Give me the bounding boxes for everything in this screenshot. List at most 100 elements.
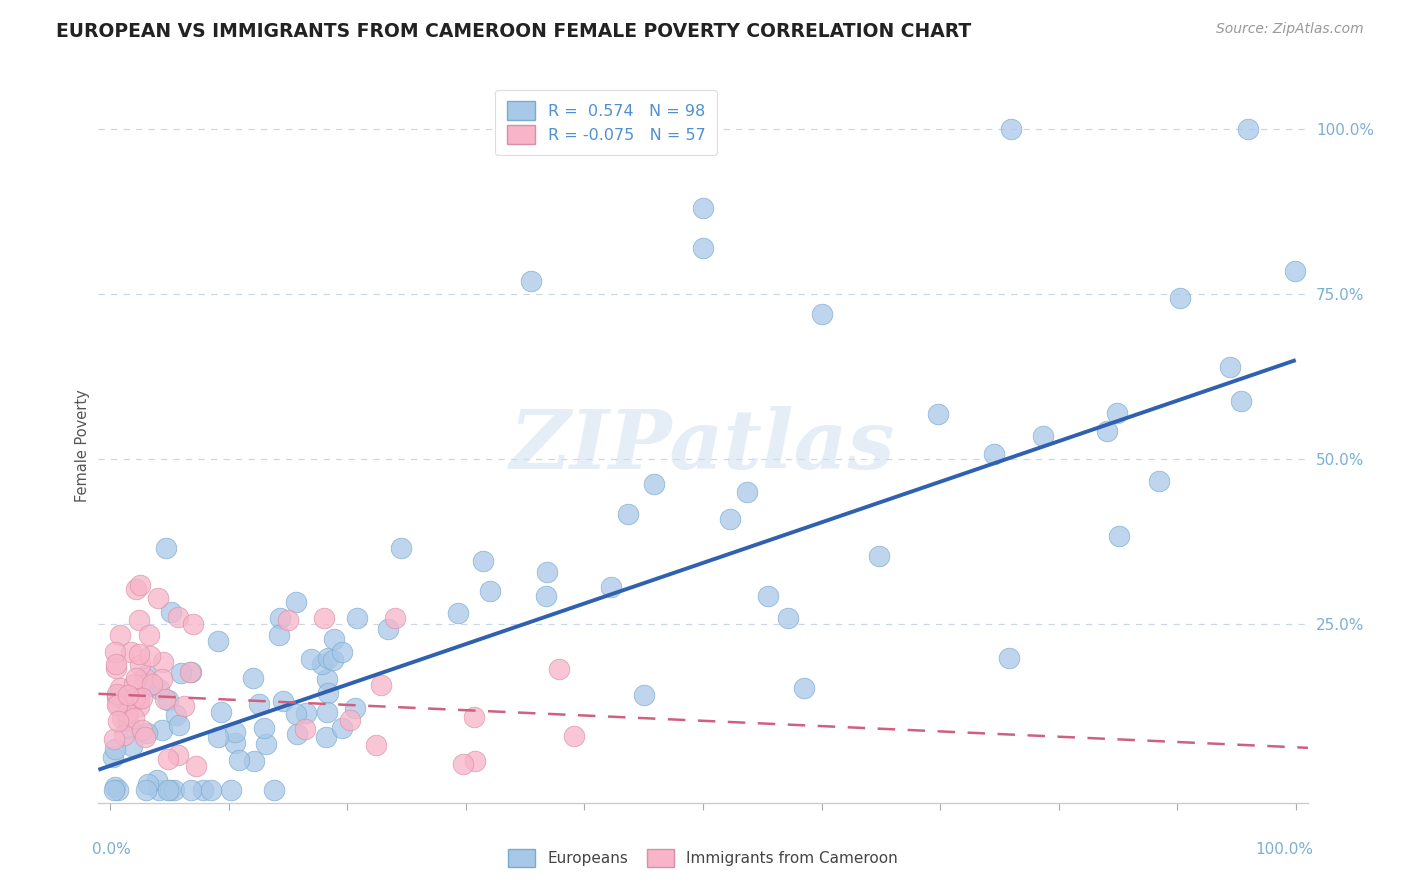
Point (1237, 121, 1260, 136)
Point (243, 754, 266, 768)
Point (927, 407, 949, 421)
Point (170, 665, 193, 680)
Point (121, 739, 143, 753)
Point (134, 671, 156, 685)
Point (163, 782, 186, 797)
Point (548, 662, 571, 676)
Point (463, 710, 485, 724)
Point (122, 710, 145, 724)
Point (464, 754, 486, 768)
Point (692, 241, 714, 255)
Point (617, 507, 640, 521)
Point (103, 782, 125, 797)
Point (180, 665, 202, 680)
Point (285, 727, 308, 741)
Point (389, 541, 412, 556)
Point (366, 738, 388, 752)
Point (1168, 291, 1191, 305)
Point (135, 782, 157, 797)
Point (167, 718, 190, 732)
Point (134, 730, 156, 744)
Point (322, 652, 344, 666)
Point (1219, 359, 1241, 374)
Point (146, 773, 169, 788)
Point (105, 698, 128, 712)
Point (316, 672, 339, 686)
Point (108, 628, 131, 642)
Point (377, 623, 399, 637)
Point (105, 687, 128, 701)
Point (810, 307, 832, 321)
Point (332, 721, 354, 735)
Point (998, 650, 1021, 665)
Point (221, 782, 243, 797)
Point (294, 722, 316, 736)
Point (173, 699, 195, 714)
Point (115, 706, 138, 720)
Point (180, 782, 202, 797)
Point (150, 723, 173, 737)
Point (138, 679, 160, 693)
Point (316, 651, 339, 665)
Point (138, 628, 160, 642)
Point (384, 611, 406, 625)
Point (776, 611, 799, 625)
Point (1000, 121, 1022, 136)
Point (311, 657, 333, 671)
Point (447, 606, 470, 620)
Point (451, 756, 474, 771)
Point (868, 549, 890, 563)
Point (103, 732, 125, 747)
Point (118, 721, 141, 735)
Point (1229, 394, 1251, 409)
Point (152, 655, 174, 669)
Point (1095, 425, 1118, 439)
Point (277, 613, 299, 627)
Point (339, 713, 361, 727)
Point (159, 782, 181, 797)
Point (148, 782, 170, 797)
Point (200, 782, 222, 797)
Point (323, 632, 346, 647)
Point (122, 677, 145, 691)
Point (160, 605, 183, 619)
Point (150, 672, 173, 686)
Point (315, 730, 337, 744)
Point (207, 730, 229, 744)
Point (633, 688, 655, 702)
Point (318, 686, 340, 700)
Point (129, 578, 152, 592)
Point (370, 678, 392, 692)
Point (983, 447, 1005, 461)
Point (129, 657, 152, 672)
Point (135, 725, 157, 739)
Point (600, 580, 623, 594)
Point (1107, 406, 1129, 420)
Point (157, 693, 180, 707)
Point (181, 617, 204, 632)
Point (104, 645, 127, 659)
Point (157, 751, 180, 765)
Point (692, 201, 714, 215)
Point (330, 645, 353, 659)
Point (124, 690, 146, 705)
Point (536, 565, 558, 579)
Text: 0.0%: 0.0% (93, 842, 131, 857)
Point (107, 714, 129, 728)
Point (1032, 428, 1054, 442)
Point (562, 729, 585, 743)
Point (254, 737, 277, 751)
Point (128, 692, 150, 706)
Text: EUROPEAN VS IMMIGRANTS FROM CAMEROON FEMALE POVERTY CORRELATION CHART: EUROPEAN VS IMMIGRANTS FROM CAMEROON FEM… (56, 22, 972, 41)
Point (224, 736, 246, 750)
Point (111, 711, 134, 725)
Point (735, 485, 758, 500)
Point (253, 721, 276, 735)
Point (1108, 529, 1130, 543)
Point (718, 512, 741, 526)
Point (284, 706, 307, 721)
Point (191, 782, 214, 797)
Point (125, 582, 148, 596)
Point (148, 681, 170, 696)
Point (186, 759, 208, 773)
